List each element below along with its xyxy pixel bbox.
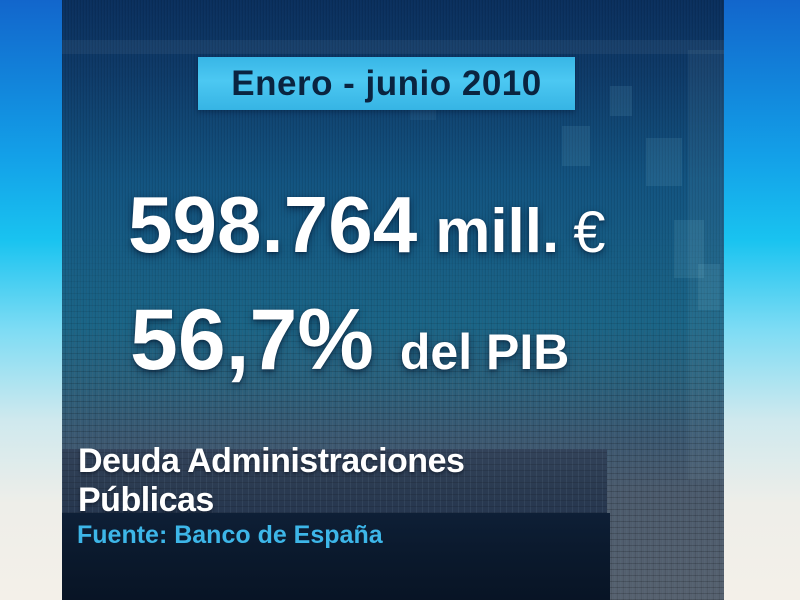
glitch-block — [610, 86, 632, 116]
stats-panel: Enero - junio 2010 598.764 mill. € 56,7% de… — [62, 0, 724, 600]
graphic-title: Deuda Administraciones Públicas — [78, 442, 465, 519]
source-credit: Fuente: Banco de España — [77, 521, 383, 549]
glitch-block — [646, 138, 682, 186]
footer-source-band: Fuente: Banco de España — [62, 513, 610, 600]
glitch-block — [562, 126, 590, 166]
gdp-stat-line: 56,7% del PIB — [130, 297, 569, 383]
gdp-value: 56,7% — [130, 292, 374, 388]
debt-value: 598.764 — [128, 180, 418, 269]
light-streak — [62, 40, 724, 54]
debt-stat-line: 598.764 mill. € — [128, 185, 605, 265]
glitch-block — [698, 264, 720, 310]
period-banner-label: Enero - junio 2010 — [231, 64, 542, 103]
gdp-label: del PIB — [399, 324, 570, 380]
glitch-block — [674, 220, 704, 278]
footer-title-band: Deuda Administraciones Públicas — [62, 442, 607, 519]
debt-currency: € — [573, 200, 606, 265]
period-banner: Enero - junio 2010 — [198, 57, 575, 110]
panel-highlight-band — [688, 50, 724, 480]
debt-unit: mill. — [435, 197, 560, 266]
